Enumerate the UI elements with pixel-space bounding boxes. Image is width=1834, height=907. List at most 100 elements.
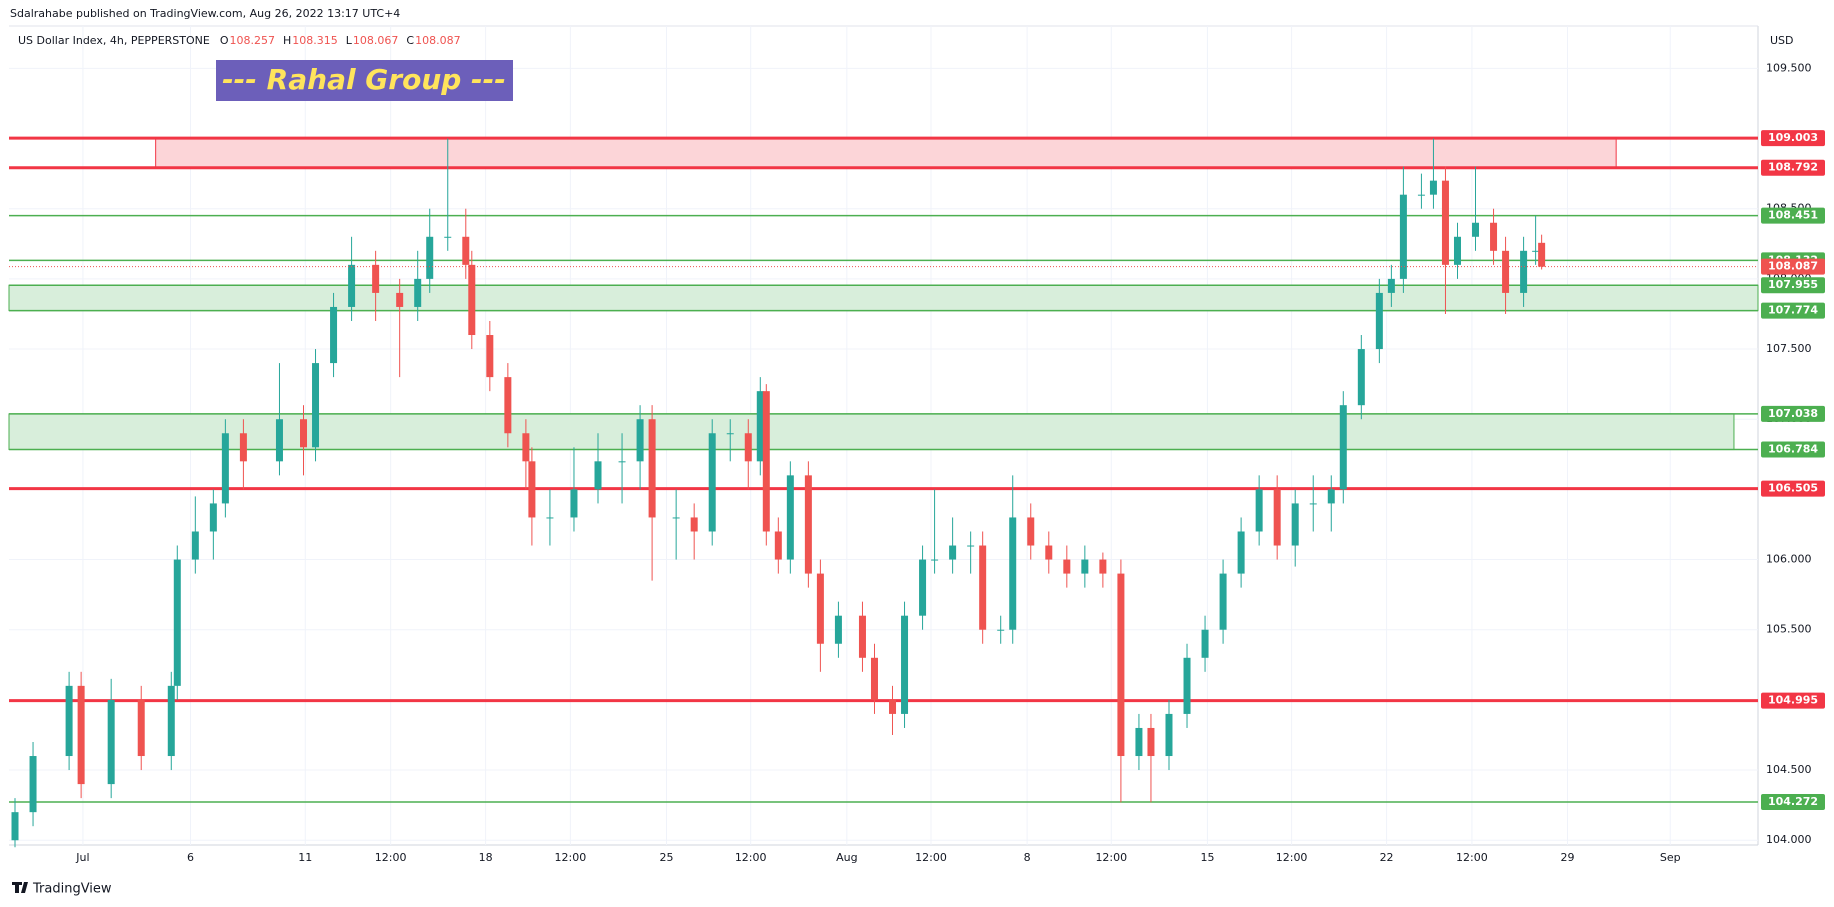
candle-body (744, 433, 752, 462)
y-tick-label: 106.000 (1766, 553, 1812, 566)
price-label-box (1761, 302, 1825, 319)
candle-body (426, 236, 434, 279)
ohlc-key: O (220, 34, 229, 47)
candle-body (1429, 180, 1437, 195)
ohlc-value: 108.315 (292, 34, 338, 47)
zone (8, 413, 1735, 451)
candle-body (1339, 405, 1347, 490)
price-label: 107.038 (1768, 407, 1818, 420)
candle-body (979, 545, 987, 630)
candle-body (672, 517, 680, 519)
price-label-box (1761, 480, 1825, 497)
candle-body (107, 699, 115, 785)
candle-body (1183, 657, 1191, 714)
candle-body (29, 756, 37, 813)
ohlc-key: L (346, 34, 353, 47)
x-tick-label: 15 (1200, 851, 1214, 864)
candle-body (528, 461, 536, 518)
x-tick-label: 8 (1024, 851, 1031, 864)
x-tick-label: Jul (75, 851, 89, 864)
y-tick-label: 104.000 (1766, 833, 1812, 846)
tv-logo (12, 882, 28, 893)
candle-body (1357, 349, 1365, 406)
candle-body (1399, 194, 1407, 279)
price-label: 108.451 (1768, 209, 1818, 222)
candle-body (1165, 713, 1173, 757)
x-tick-label: 12:00 (735, 851, 767, 864)
candle-body (209, 503, 217, 532)
x-tick-label: 12:00 (1095, 851, 1127, 864)
plot-area (8, 26, 1759, 848)
zone (8, 284, 1759, 312)
y-tick-label: 104.500 (1766, 763, 1812, 776)
candle-body (239, 433, 247, 462)
candle-body (618, 461, 626, 463)
price-label: 106.784 (1768, 443, 1818, 456)
x-tick-label: 25 (660, 851, 674, 864)
candle-body (804, 475, 812, 574)
candle-body (1417, 194, 1425, 196)
footer-brand: TradingView (32, 882, 112, 897)
candle-body (949, 545, 957, 560)
ohlc-value: 108.087 (415, 34, 461, 47)
candle-body (77, 685, 85, 785)
x-tick-label: 6 (187, 851, 194, 864)
candle-body (708, 433, 716, 532)
price-label: 109.003 (1768, 131, 1818, 144)
price-label-box (1761, 277, 1825, 294)
candle-body (275, 419, 283, 462)
candle-body (1472, 222, 1480, 237)
candle-body (726, 433, 734, 435)
price-label: 108.087 (1768, 260, 1818, 273)
candle-body (191, 531, 199, 560)
candle-body (931, 559, 939, 561)
candle-body (1063, 559, 1071, 574)
ohlc-value: 108.067 (353, 34, 399, 47)
symbol-info: US Dollar Index, 4h, PEPPERSTONE (18, 34, 210, 47)
x-tick-label: Sep (1660, 851, 1681, 864)
x-tick-label: 12:00 (375, 851, 407, 864)
banner-box (216, 60, 513, 101)
candle-body (372, 264, 380, 293)
banner-text: --- Rahal Group --- (222, 63, 506, 96)
candle-body (834, 615, 842, 644)
candle-body (65, 685, 73, 757)
candle-body (870, 657, 878, 700)
candle-body (858, 615, 866, 658)
y-tick-label: 107.500 (1766, 342, 1812, 355)
candle-body (1117, 573, 1125, 757)
candle-body (1502, 250, 1510, 293)
candle-body (1375, 292, 1383, 350)
x-tick-label: 11 (298, 851, 312, 864)
candle-body (1538, 242, 1546, 267)
candle-body (1255, 489, 1263, 532)
x-tick-label: 22 (1380, 851, 1394, 864)
candle-body (570, 489, 578, 518)
candle-body (1147, 727, 1155, 757)
candle-body (889, 699, 897, 714)
candle-body (919, 559, 927, 616)
candle-body (504, 377, 512, 434)
candle-body (522, 433, 530, 462)
price-label: 104.995 (1768, 694, 1818, 707)
y-tick-label: 109.500 (1766, 61, 1812, 74)
candle-body (1045, 545, 1053, 560)
candle-body (786, 475, 794, 560)
candle-body (396, 292, 404, 307)
price-label-box (1761, 794, 1825, 811)
candle-body (173, 559, 181, 686)
ohlc-key: C (406, 34, 414, 47)
zone (155, 137, 1617, 169)
candle-body (1532, 250, 1540, 252)
candle-body (756, 391, 764, 462)
candle-body (1027, 517, 1035, 546)
candle-body (1309, 503, 1317, 505)
candle-body (1387, 278, 1395, 293)
price-label-box (1761, 692, 1825, 709)
candle-body (1273, 489, 1281, 546)
candle-body (997, 629, 1005, 631)
candle-body (1135, 727, 1143, 757)
candle-body (594, 461, 602, 490)
y-tick-label: 105.500 (1766, 623, 1812, 636)
